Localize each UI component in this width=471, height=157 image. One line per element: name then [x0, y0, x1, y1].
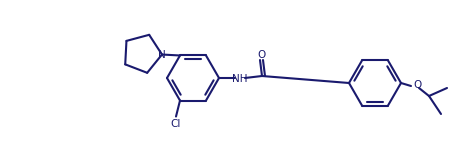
Text: O: O: [413, 80, 421, 90]
Text: NH: NH: [232, 74, 248, 84]
Text: O: O: [257, 50, 265, 60]
Text: Cl: Cl: [171, 119, 181, 129]
Text: N: N: [158, 50, 166, 60]
